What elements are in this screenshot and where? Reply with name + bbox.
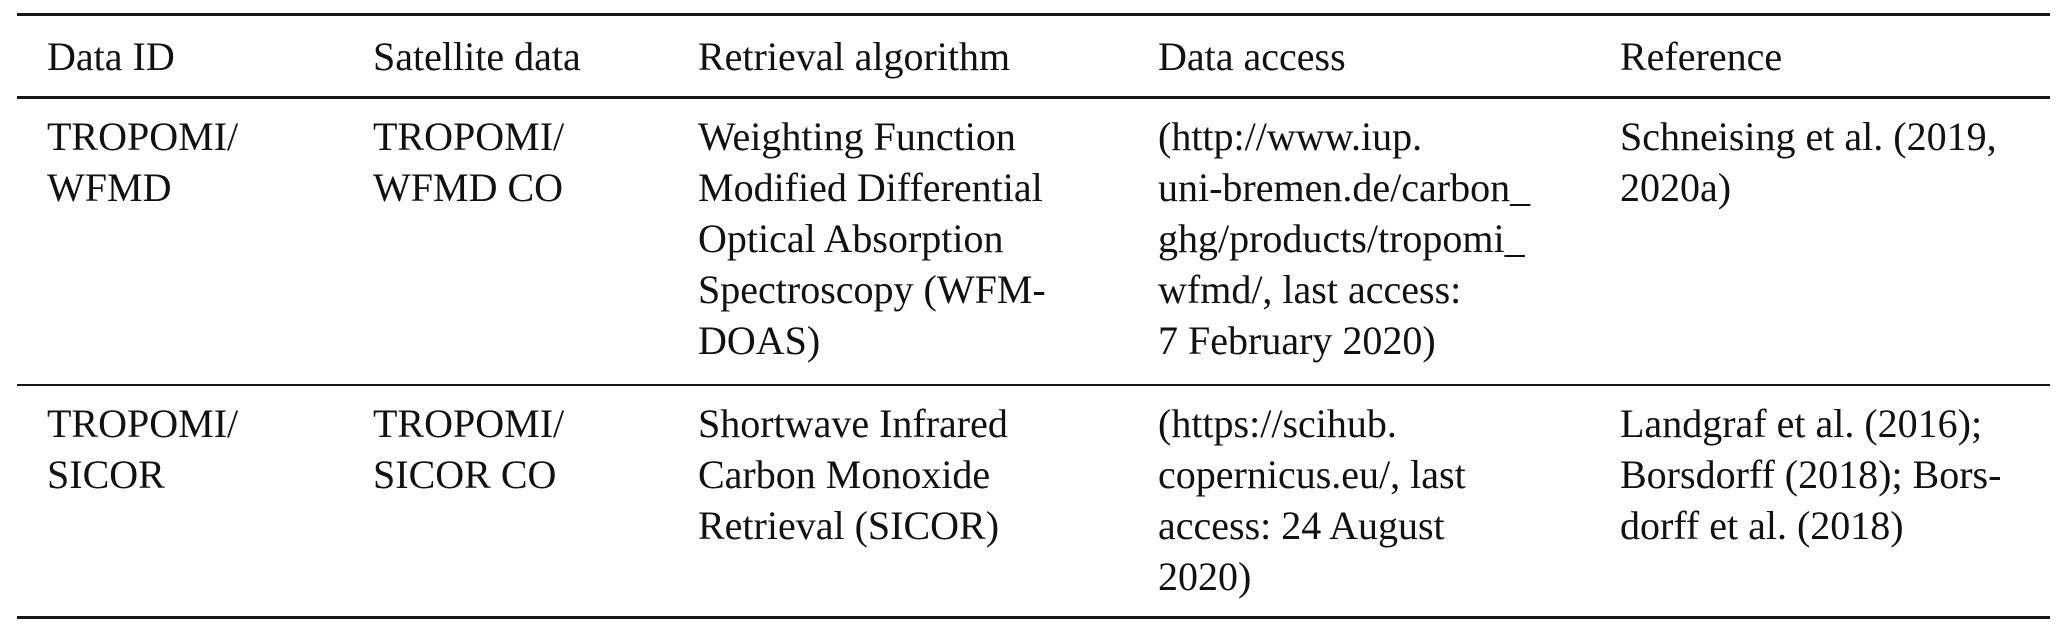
cell-data-access-url: (http://www.iup. uni-bremen.de/carbon_ g…: [1158, 97, 1620, 386]
cell-text: Weighting Function Modified Differential…: [698, 114, 1046, 363]
cell-text: (http://www.iup. uni-bremen.de/carbon_ g…: [1158, 114, 1531, 363]
cell-text: TROPOMI/ WFMD: [47, 114, 239, 210]
cell-satellite-data: TROPOMI/ SICOR CO: [373, 385, 698, 618]
cell-reference: Landgraf et al. (2016); Borsdorff (2018)…: [1620, 385, 2050, 618]
cell-data-id: TROPOMI/ WFMD: [17, 97, 373, 386]
column-header-data-access: Data access: [1158, 14, 1620, 99]
cell-text: TROPOMI/ SICOR CO: [373, 400, 565, 497]
satellite-data-table: Data ID Satellite data Retrieval algorit…: [17, 13, 2050, 619]
cell-text: TROPOMI/ WFMD CO: [373, 114, 565, 210]
column-header-label: Reference: [1620, 33, 1783, 79]
column-header-label: Retrieval algorithm: [698, 33, 1011, 79]
header-row: Data ID Satellite data Retrieval algorit…: [17, 14, 2050, 99]
column-header-label: Data access: [1158, 33, 1346, 79]
cell-retrieval-algorithm: Shortwave Infrared Carbon Monoxide Retri…: [698, 385, 1158, 618]
cell-text: Shortwave Infrared Carbon Monoxide Retri…: [698, 400, 1008, 548]
column-header-reference: Reference: [1620, 14, 2050, 99]
cell-text: Landgraf et al. (2016); Borsdorff (2018)…: [1620, 400, 2002, 548]
column-header-label: Data ID: [47, 33, 175, 79]
cell-retrieval-algorithm: Weighting Function Modified Differential…: [698, 97, 1158, 386]
column-header-satellite-data: Satellite data: [373, 14, 698, 99]
column-header-label: Satellite data: [373, 33, 581, 79]
table-row-tropomi-wfmd: TROPOMI/ WFMD TROPOMI/ WFMD CO Weighting…: [17, 97, 2050, 386]
cell-satellite-data: TROPOMI/ WFMD CO: [373, 97, 698, 386]
cell-data-access-url: (https://scihub. copernicus.eu/, last ac…: [1158, 385, 1620, 618]
table-row-tropomi-sicor: TROPOMI/ SICOR TROPOMI/ SICOR CO Shortwa…: [17, 385, 2050, 618]
cell-reference: Schneising et al. (2019, 2020a): [1620, 97, 2050, 386]
column-header-data-id: Data ID: [17, 14, 373, 99]
table-body: TROPOMI/ WFMD TROPOMI/ WFMD CO Weighting…: [17, 97, 2050, 618]
cell-text: TROPOMI/ SICOR: [47, 400, 239, 497]
cell-data-id: TROPOMI/ SICOR: [17, 385, 373, 618]
table-header: Data ID Satellite data Retrieval algorit…: [17, 14, 2050, 99]
column-header-retrieval-algorithm: Retrieval algorithm: [698, 14, 1158, 99]
cell-text: Schneising et al. (2019, 2020a): [1620, 114, 1997, 210]
cell-text: (https://scihub. copernicus.eu/, last ac…: [1158, 400, 1466, 599]
